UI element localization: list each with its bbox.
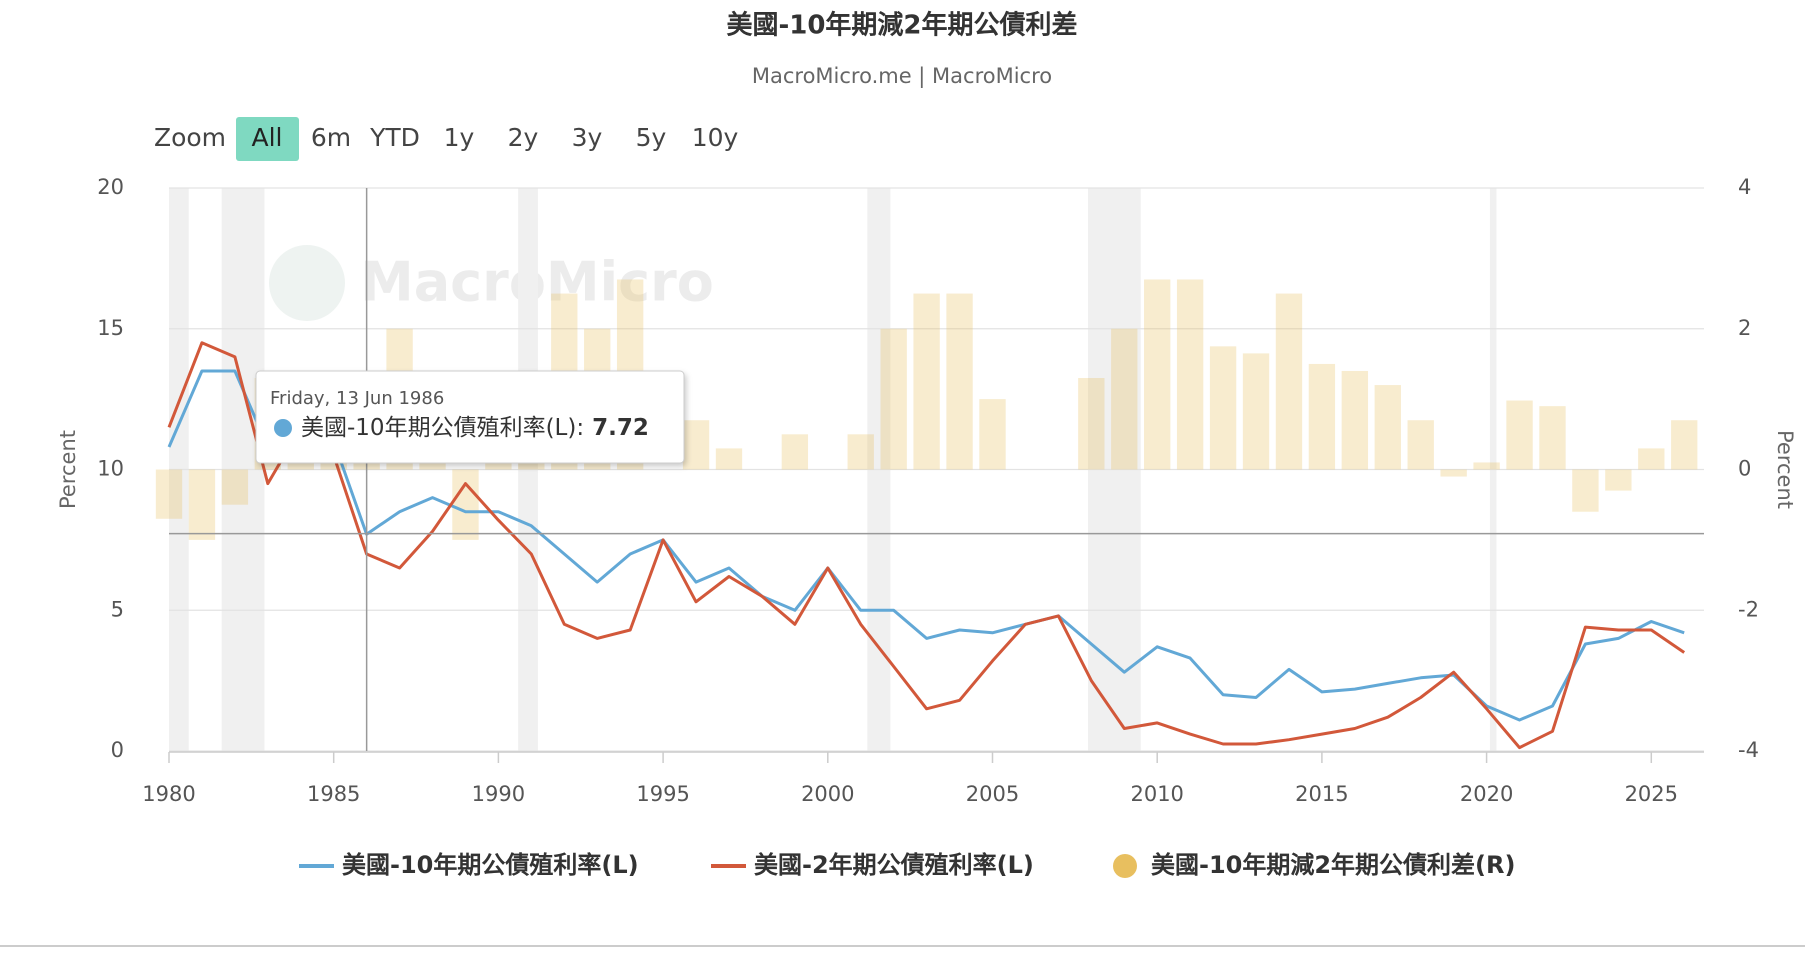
range-button[interactable]: 2y xyxy=(508,123,539,152)
legend-label[interactable]: 美國-10年期減2年期公債利差(R) xyxy=(1151,851,1515,879)
spread-bar xyxy=(1275,293,1303,470)
y-tick-label: 5 xyxy=(111,597,124,621)
tooltip-value: 7.72 xyxy=(592,415,649,441)
x-tick-label: 2015 xyxy=(1295,782,1348,806)
spread-bar xyxy=(880,328,907,470)
y2-tick-label: 0 xyxy=(1738,457,1751,481)
spread-bar xyxy=(188,469,216,540)
spread-bar xyxy=(946,293,973,470)
spread-bar xyxy=(1671,420,1698,470)
series-line xyxy=(167,369,1685,722)
spread-bar xyxy=(1506,400,1533,470)
spread-bar xyxy=(715,448,743,470)
x-tick-label: 2020 xyxy=(1460,782,1513,806)
y-tick-label: 10 xyxy=(97,457,124,481)
tooltip-label: 美國-10年期公債殖利率(L): xyxy=(301,415,584,441)
spread-bar xyxy=(979,399,1006,470)
chart-subtitle: MacroMicro.me | MacroMicro xyxy=(752,64,1052,89)
tooltip-date: Friday, 13 Jun 1986 xyxy=(270,388,444,409)
range-button[interactable]: 3y xyxy=(572,123,603,152)
x-tick-label: 1985 xyxy=(307,782,360,806)
spread-bar xyxy=(1308,363,1336,470)
spread-bar xyxy=(1111,328,1138,470)
spread-bar xyxy=(1078,378,1105,470)
chart-title: 美國-10年期減2年期公債利差 xyxy=(726,10,1077,41)
tooltip-text: 美國-10年期公債殖利率(L): 7.72 xyxy=(301,415,649,441)
spread-bar xyxy=(1209,346,1237,470)
spread-bar xyxy=(1638,448,1665,470)
watermark-icon xyxy=(269,245,345,321)
spread-bar xyxy=(1440,469,1467,477)
spread-bar xyxy=(1572,469,1599,512)
tooltip: Friday, 13 Jun 1986 美國-10年期公債殖利率(L): 7.72 xyxy=(255,370,685,464)
x-tick-label: 2000 xyxy=(801,782,854,806)
series-line xyxy=(167,341,1686,750)
spread-bar xyxy=(1473,462,1500,470)
range-button[interactable]: 1y xyxy=(444,123,475,152)
y-tick-label: 15 xyxy=(97,316,124,340)
x-tick-label: 2025 xyxy=(1625,782,1678,806)
legend-label[interactable]: 美國-10年期公債殖利率(L) xyxy=(342,851,639,879)
y-tick-label: 20 xyxy=(97,175,124,199)
range-button[interactable]: All xyxy=(252,123,283,152)
spread-bar xyxy=(1144,279,1171,470)
y-tick-label: 0 xyxy=(111,738,124,762)
spread-bar xyxy=(221,469,249,505)
y2-tick-label: 2 xyxy=(1738,316,1751,340)
spread-bar xyxy=(913,293,940,470)
spread-bar xyxy=(452,469,479,540)
range-button[interactable]: 5y xyxy=(636,123,667,152)
x-tick-label: 1995 xyxy=(636,782,689,806)
spread-bar xyxy=(682,420,710,470)
zoom-label: Zoom xyxy=(154,123,226,152)
y2-tick-label: -2 xyxy=(1738,597,1759,621)
range-button[interactable]: 10y xyxy=(692,123,739,152)
spread-bar xyxy=(1605,469,1632,491)
spread-bar xyxy=(1374,385,1401,470)
range-button[interactable]: YTD xyxy=(369,123,420,152)
x-tick-label: 2010 xyxy=(1130,782,1183,806)
spread-bar xyxy=(1176,279,1204,470)
spread-bar xyxy=(1341,370,1369,470)
legend-label[interactable]: 美國-2年期公債殖利率(L) xyxy=(754,851,1034,879)
y-axis-title: Percent xyxy=(56,430,80,509)
y2-axis-title: Percent xyxy=(1773,430,1797,509)
legend-marker xyxy=(1113,854,1137,878)
y2-tick-label: -4 xyxy=(1738,738,1759,762)
spread-bar xyxy=(781,434,809,470)
spread-bar xyxy=(1407,420,1434,470)
x-tick-label: 1990 xyxy=(472,782,525,806)
range-button[interactable]: 6m xyxy=(311,123,351,152)
tooltip-marker xyxy=(274,419,292,437)
range-button-bg xyxy=(236,117,299,161)
spread-bar xyxy=(847,434,874,470)
spread-bar xyxy=(1539,406,1566,470)
tooltip-box xyxy=(255,370,685,464)
x-tick-label: 1980 xyxy=(142,782,195,806)
spread-bar xyxy=(1242,353,1270,470)
spread-bar xyxy=(155,469,183,519)
y2-tick-label: 4 xyxy=(1738,175,1751,199)
x-tick-label: 2005 xyxy=(966,782,1019,806)
